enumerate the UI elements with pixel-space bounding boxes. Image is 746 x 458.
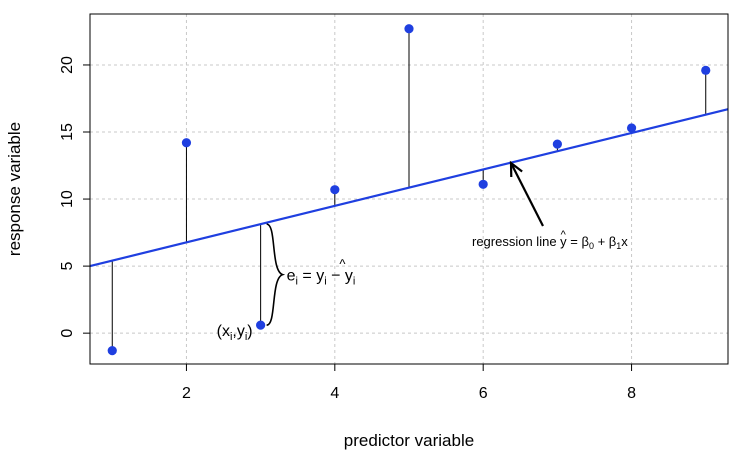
y-tick-label: 0	[59, 329, 76, 338]
data-point	[107, 345, 117, 356]
x-tick-label: 4	[330, 385, 339, 402]
residual-sub-yhat: i	[353, 276, 355, 288]
regression-line	[89, 108, 729, 268]
y-tick-label: 10	[59, 190, 76, 208]
x-axis: 2 4 6 8	[182, 364, 636, 402]
regression-arrow-head	[509, 160, 523, 178]
residual-minus-yhat: − y	[327, 268, 353, 285]
data-point	[478, 179, 488, 189]
regression-label-beta1: + β	[594, 234, 616, 249]
regression-label-beta0: = β	[567, 234, 589, 249]
y-tick-label: 5	[59, 262, 76, 271]
regression-annotation: regression line y = β0 + β1x ^	[472, 160, 628, 251]
residual-eq-y: = y	[298, 268, 324, 285]
residual-hat: ^	[339, 257, 346, 272]
plot-frame	[89, 13, 729, 365]
regression-label-sub1: 1	[616, 241, 621, 251]
data-point	[701, 65, 711, 75]
data-point	[256, 320, 266, 330]
data-point	[330, 185, 340, 195]
x-axis-title: predictor variable	[344, 431, 474, 450]
point-annotation-x: (x	[217, 323, 230, 340]
residual-brace	[266, 223, 286, 326]
regression-line-group	[89, 108, 729, 268]
residual-annotation: ei = yi − yi ^	[287, 257, 356, 288]
x-tick-label: 8	[627, 385, 636, 402]
data-points	[107, 24, 711, 356]
y-tick-label: 15	[59, 123, 76, 141]
data-point	[626, 123, 637, 133]
regression-hat: ^	[561, 229, 567, 241]
point-annotation-sub-y: i	[245, 331, 247, 343]
point-annotation-y: ,y	[232, 323, 244, 340]
y-tick-label: 20	[59, 56, 76, 74]
regression-annotation-text: regression line y = β0 + β1x	[472, 234, 628, 251]
regression-label-x: x	[621, 234, 628, 249]
x-tick-label: 6	[479, 385, 488, 402]
point-annotation-close: )	[247, 323, 252, 340]
data-point	[404, 24, 414, 34]
regression-label-prefix: regression line	[472, 234, 560, 249]
residual-sub-y: i	[324, 276, 326, 288]
residual-sub-e: i	[296, 276, 298, 288]
regression-label-yhat: y	[560, 234, 567, 249]
point-annotation: (xi,yi)	[217, 323, 253, 343]
y-axis-title: response variable	[5, 122, 24, 256]
residual-e: e	[287, 268, 296, 285]
x-tick-label: 2	[182, 385, 191, 402]
point-annotation-sub-x: i	[230, 331, 232, 343]
data-point	[552, 139, 562, 149]
residual-lines	[111, 28, 707, 351]
regression-label-sub0: 0	[589, 241, 594, 251]
y-axis: 0 5 10 15 20	[59, 56, 90, 338]
data-point	[181, 138, 192, 148]
residual-annotation-text: ei = yi − yi	[287, 268, 356, 288]
regression-arrow	[510, 162, 544, 227]
